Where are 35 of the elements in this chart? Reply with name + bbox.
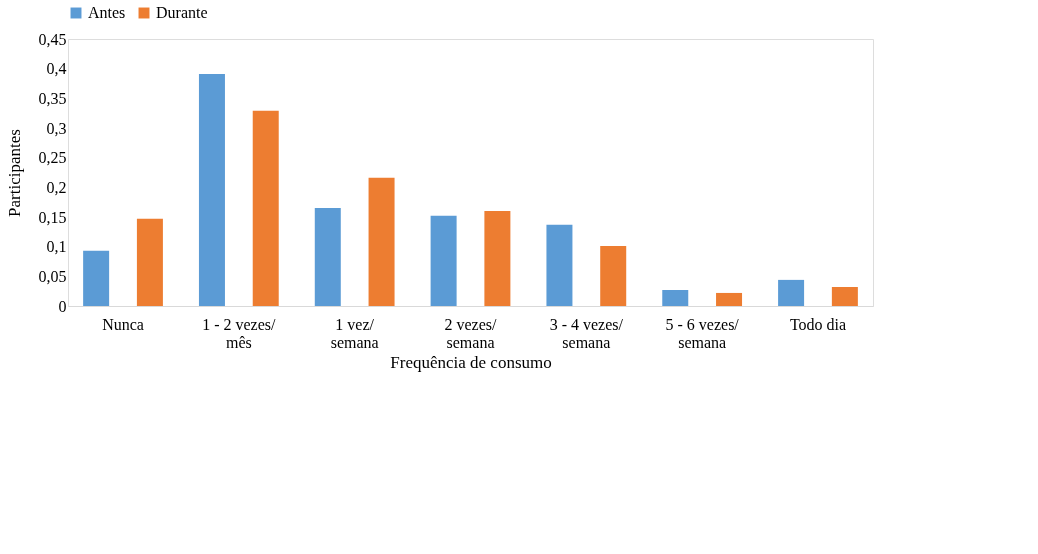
bar: [484, 211, 511, 306]
y-tick-label: 0,25: [38, 149, 67, 167]
y-axis-title: Participantes: [4, 129, 24, 217]
bar: [430, 215, 457, 306]
x-tick-label: 5 - 6 vezes/ semana: [665, 315, 740, 351]
x-tick-label: 1 vez/ semana: [330, 315, 379, 351]
legend-label: Durante: [156, 4, 208, 21]
y-tick-label: 0: [58, 297, 67, 315]
x-tick-label: 2 vezes/ semana: [444, 315, 498, 351]
x-tick-label: Nunca: [102, 315, 144, 333]
y-tick-label: 0,45: [38, 30, 67, 48]
y-tick-label: 0,15: [38, 208, 67, 226]
y-tick-label: 0,35: [38, 89, 67, 107]
bar: [546, 224, 573, 306]
y-tick-label: 0,1: [46, 238, 67, 256]
legend-label: Antes: [88, 4, 126, 21]
bar: [716, 292, 743, 306]
bar: [198, 74, 225, 306]
y-tick-label: 0,4: [46, 60, 67, 78]
bar: [368, 177, 395, 306]
bar: [662, 289, 689, 306]
bar: [314, 208, 341, 306]
x-tick-label: Todo dia: [789, 315, 847, 333]
y-tick-label: 0,2: [46, 178, 67, 196]
bar: [600, 246, 627, 306]
y-tick-label: 0,05: [38, 267, 67, 285]
x-tick-label: 1 - 2 vezes/ mês: [202, 315, 277, 351]
x-axis-title: Frequência de consumo: [390, 352, 552, 372]
bar: [831, 287, 858, 306]
bar: [136, 218, 163, 306]
x-tick-label: 3 - 4 vezes/ semana: [549, 315, 624, 351]
bar: [778, 279, 805, 306]
bar: [83, 250, 110, 306]
bar: [252, 110, 279, 306]
y-tick-label: 0,3: [46, 119, 67, 137]
